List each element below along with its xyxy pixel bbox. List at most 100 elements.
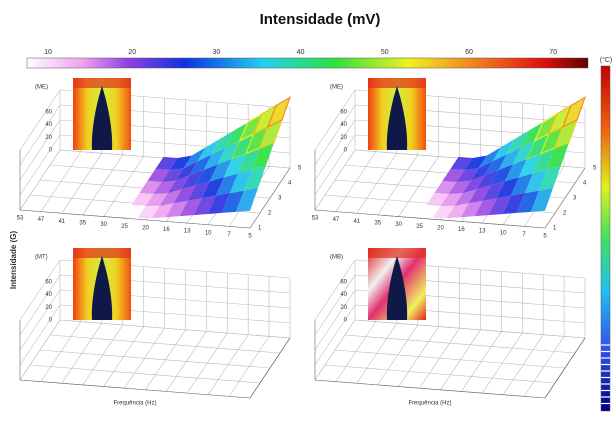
- y-tick-label: 4: [288, 181, 292, 187]
- surface-cell: [464, 155, 487, 170]
- grid-line: [314, 119, 356, 181]
- x-tick-label: 7: [227, 232, 231, 238]
- surface-cell: [446, 203, 469, 219]
- colorbar-tick-label: 10: [44, 49, 52, 56]
- colorbar-tick-label: 70: [549, 49, 557, 56]
- title: Intensidade (mV): [260, 11, 381, 28]
- surface-cell: [243, 165, 266, 191]
- surface-cell: [155, 156, 178, 170]
- surface-cell: [193, 195, 216, 216]
- thermal-top: [368, 248, 426, 258]
- surface-cell: [502, 193, 525, 214]
- surface-cell: [211, 130, 234, 155]
- grid-line: [39, 349, 271, 369]
- x-tick-label: 41: [353, 219, 360, 225]
- surface-cell: [161, 168, 184, 182]
- surface-cell: [474, 198, 497, 217]
- grid-line: [314, 89, 356, 151]
- surface-cell: [530, 188, 553, 212]
- x-tick-label: 35: [374, 220, 381, 226]
- grid-line: [19, 274, 61, 336]
- surface-cell: [482, 181, 505, 201]
- surface-cell: [251, 142, 274, 170]
- surface-cell: [520, 122, 543, 148]
- depth-axis: [249, 337, 291, 399]
- surface-cell: [195, 164, 218, 186]
- surface-cell: [432, 205, 455, 219]
- thermal-gap: [386, 86, 408, 150]
- y-tick-label: 3: [573, 196, 577, 202]
- surface-cell: [456, 168, 479, 182]
- x-tick-label: 25: [121, 224, 128, 230]
- surface-cell: [266, 95, 292, 129]
- surface-cell: [561, 95, 587, 129]
- surface-cell: [147, 168, 170, 182]
- z-tick-label: 0: [344, 318, 348, 324]
- surface-cell: [468, 185, 491, 204]
- surface-cell: [225, 122, 248, 148]
- surface-cell: [209, 158, 232, 182]
- surface-cell: [151, 203, 174, 219]
- grid-line: [314, 289, 356, 351]
- surface-cell: [418, 204, 441, 218]
- z-tick-label: 40: [45, 292, 52, 298]
- surface-cell: [175, 161, 198, 181]
- surface-cell: [510, 173, 533, 196]
- surface-cell: [504, 158, 527, 182]
- surface-cell: [546, 142, 569, 170]
- surface-cell: [450, 156, 473, 170]
- x-tick-label: 10: [205, 230, 212, 236]
- surface-cell: [434, 180, 457, 194]
- y-tick-label: 5: [593, 166, 597, 172]
- grid-line: [544, 167, 586, 229]
- surface-cell: [183, 147, 206, 169]
- surface-cell: [470, 161, 493, 181]
- surface-cell: [498, 147, 521, 170]
- thermal-gap: [91, 86, 113, 150]
- x-tick-label: 13: [184, 229, 191, 235]
- x-tick-label: 5: [543, 234, 547, 240]
- grid-line: [314, 274, 356, 336]
- colorbar-tick-label: 20: [128, 49, 136, 56]
- surface-cell: [139, 180, 162, 194]
- grid-line: [314, 104, 356, 166]
- colorbar-tick-label: 60: [465, 49, 473, 56]
- surface-cell: [123, 204, 146, 218]
- surface-cell: [235, 188, 258, 212]
- surface-cell: [538, 165, 561, 191]
- x-tick-label: 35: [79, 220, 86, 226]
- surface-cell: [173, 185, 196, 204]
- colorbar-tick-label: 50: [381, 49, 389, 56]
- z-tick-label: 20: [45, 135, 52, 141]
- x-tick-label: 30: [395, 222, 402, 228]
- z-tick-label: 20: [45, 305, 52, 311]
- surface-cell: [426, 192, 449, 206]
- y-tick-label: 2: [268, 211, 272, 217]
- x-tick-label: 41: [58, 219, 65, 225]
- surface-cell: [221, 190, 244, 213]
- surface-cell: [131, 192, 154, 206]
- x-tick-label: 20: [142, 225, 149, 231]
- z-tick-label: 0: [344, 148, 348, 154]
- thermal-top: [368, 78, 426, 88]
- surface-cell: [203, 147, 226, 170]
- grid-line: [19, 379, 251, 399]
- z-tick-label: 60: [340, 109, 347, 115]
- surface-cell: [512, 140, 535, 165]
- y-axis-label: Intensidade (G): [9, 231, 18, 290]
- surface-cell: [217, 140, 240, 165]
- surface-cell: [189, 154, 212, 176]
- surface-cell: [484, 154, 507, 176]
- z-tick-label: 40: [45, 122, 52, 128]
- surface-cell: [159, 189, 182, 206]
- z-tick-label: 40: [340, 292, 347, 298]
- y-tick-label: 1: [553, 226, 557, 232]
- z-tick-label: 0: [49, 318, 53, 324]
- surface-cell: [197, 138, 220, 162]
- colorbar-tick-label: 30: [213, 49, 221, 56]
- surface-cell: [215, 173, 238, 196]
- grid-line: [29, 364, 261, 384]
- surface-cell: [532, 148, 555, 174]
- surface-cell: [229, 169, 252, 194]
